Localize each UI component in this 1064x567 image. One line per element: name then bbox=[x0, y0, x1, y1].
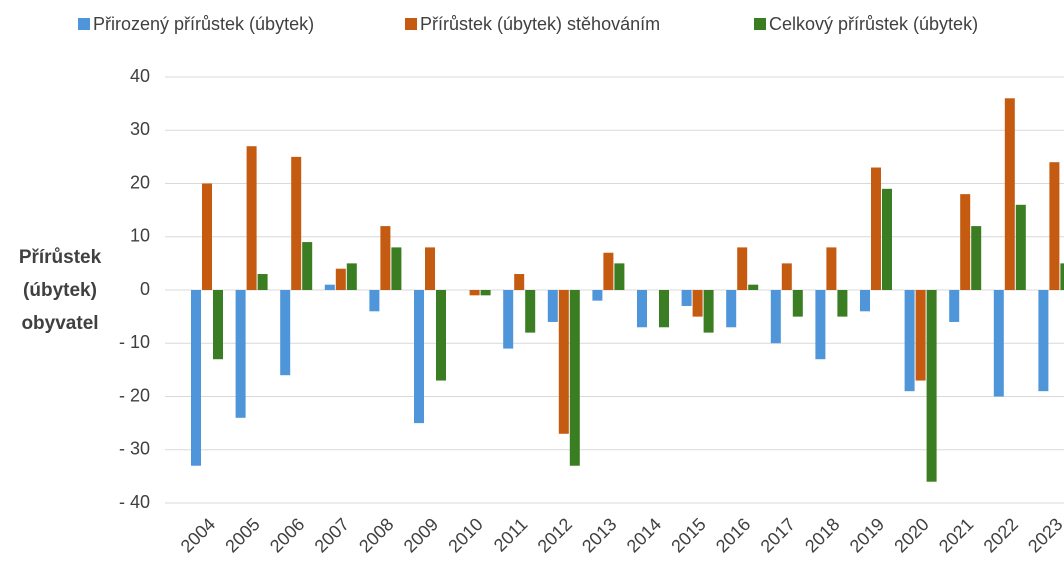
bar bbox=[659, 290, 669, 328]
bar bbox=[569, 290, 580, 466]
y-tick-label: 40 bbox=[130, 66, 150, 86]
bar bbox=[681, 290, 692, 306]
bar bbox=[882, 188, 892, 290]
bar bbox=[692, 290, 703, 317]
bar bbox=[993, 290, 1004, 397]
bar bbox=[324, 284, 335, 290]
bar bbox=[703, 290, 714, 333]
bar bbox=[904, 290, 915, 392]
bar bbox=[770, 290, 781, 344]
x-tick-label: 2011 bbox=[490, 514, 532, 556]
bar bbox=[558, 290, 569, 434]
y-tick-label: 20 bbox=[130, 172, 150, 192]
x-tick-label: 2021 bbox=[935, 514, 977, 556]
x-tick-label: 2008 bbox=[355, 514, 397, 556]
y-tick-label: - 40 bbox=[119, 492, 150, 512]
x-tick-label: 2019 bbox=[846, 514, 888, 556]
y-axis-label: obyvatel bbox=[21, 313, 98, 334]
bar bbox=[949, 290, 960, 322]
y-tick-label: 10 bbox=[130, 226, 150, 246]
bar bbox=[726, 290, 737, 328]
bar bbox=[837, 290, 848, 317]
legend-label: Celkový přírůstek (úbytek) bbox=[769, 14, 978, 34]
bar bbox=[547, 290, 558, 322]
x-tick-label: 2004 bbox=[177, 514, 219, 556]
y-axis-label: (úbytek) bbox=[23, 280, 97, 301]
x-tick-label: 2005 bbox=[221, 514, 263, 556]
bar bbox=[871, 167, 881, 290]
bar bbox=[414, 290, 424, 424]
bar bbox=[603, 252, 614, 290]
x-tick-label: 2016 bbox=[712, 514, 754, 556]
bar bbox=[748, 284, 759, 290]
bar bbox=[637, 290, 647, 328]
x-tick-label: 2007 bbox=[311, 514, 353, 556]
bar bbox=[436, 290, 446, 381]
y-tick-label: - 30 bbox=[119, 439, 150, 459]
bar bbox=[213, 290, 223, 360]
bar bbox=[525, 290, 536, 333]
legend-swatch bbox=[405, 18, 417, 30]
bar bbox=[592, 290, 603, 301]
x-tick-label: 2013 bbox=[578, 514, 620, 556]
bar bbox=[302, 242, 313, 290]
bar bbox=[1004, 98, 1015, 290]
bar bbox=[514, 274, 525, 290]
x-tick-label: 2020 bbox=[890, 514, 932, 556]
x-tick-label: 2023 bbox=[1024, 514, 1064, 556]
bar bbox=[480, 290, 491, 296]
x-tick-label: 2012 bbox=[534, 514, 576, 556]
bar bbox=[737, 247, 748, 290]
bar bbox=[503, 290, 514, 349]
bar bbox=[380, 226, 391, 290]
bar bbox=[960, 194, 971, 290]
bar bbox=[191, 290, 201, 466]
y-tick-label: - 20 bbox=[119, 385, 150, 405]
bar bbox=[425, 247, 435, 290]
legend-label: Přirozený přírůstek (úbytek) bbox=[93, 14, 314, 34]
y-axis-label: Přírůstek bbox=[19, 247, 102, 268]
bar bbox=[792, 290, 803, 317]
bar bbox=[369, 290, 380, 312]
bar bbox=[246, 146, 257, 290]
bar bbox=[469, 290, 480, 296]
bar bbox=[915, 290, 926, 381]
legend-swatch bbox=[78, 18, 90, 30]
bar bbox=[781, 263, 792, 290]
bar bbox=[926, 290, 937, 482]
y-tick-label: 30 bbox=[130, 119, 150, 139]
bar bbox=[280, 290, 291, 376]
bar bbox=[257, 274, 268, 290]
bar bbox=[346, 263, 357, 290]
bar bbox=[391, 247, 402, 290]
y-tick-label: 0 bbox=[140, 279, 150, 299]
y-tick-label: - 10 bbox=[119, 332, 150, 352]
x-tick-label: 2018 bbox=[801, 514, 843, 556]
bar bbox=[1015, 204, 1026, 290]
x-tick-label: 2022 bbox=[980, 514, 1022, 556]
x-tick-label: 2010 bbox=[444, 514, 486, 556]
legend-label: Přírůstek (úbytek) stěhováním bbox=[420, 14, 660, 34]
x-tick-label: 2014 bbox=[623, 514, 665, 556]
bar bbox=[202, 183, 212, 290]
bar bbox=[826, 247, 837, 290]
x-tick-label: 2015 bbox=[667, 514, 709, 556]
bar bbox=[291, 156, 302, 290]
bar bbox=[815, 290, 826, 360]
x-tick-label: 2017 bbox=[757, 514, 799, 556]
bar bbox=[1049, 162, 1060, 290]
x-tick-label: 2009 bbox=[400, 514, 442, 556]
bar bbox=[971, 226, 982, 290]
x-tick-label: 2006 bbox=[266, 514, 308, 556]
bar bbox=[614, 263, 625, 290]
bar bbox=[1038, 290, 1049, 392]
bar bbox=[860, 290, 870, 312]
legend-swatch bbox=[754, 18, 766, 30]
bar bbox=[235, 290, 246, 418]
bar bbox=[1060, 263, 1064, 290]
bar bbox=[335, 268, 346, 290]
